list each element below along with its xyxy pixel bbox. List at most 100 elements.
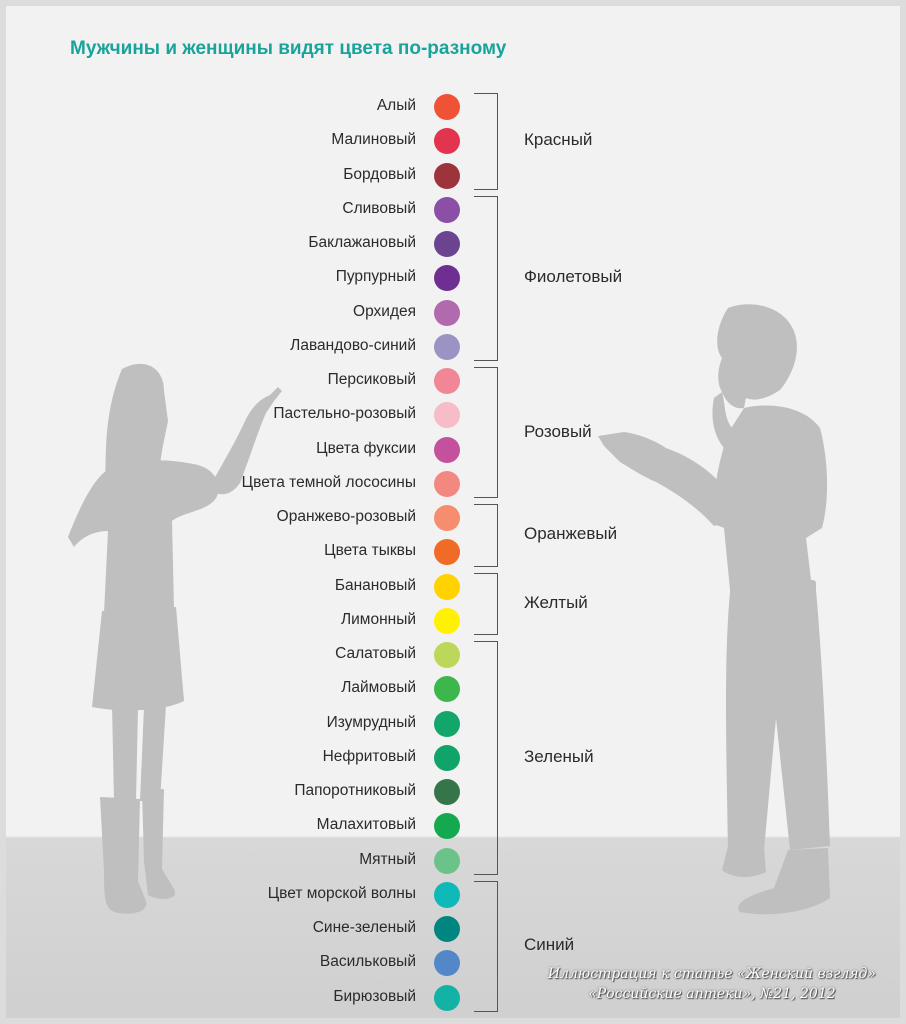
group-label: Оранжевый	[524, 524, 618, 544]
color-swatch	[434, 436, 460, 463]
group-label: Синий	[524, 935, 575, 955]
color-row: Лаймовый	[6, 672, 466, 706]
color-name: Цвет морской волны	[267, 884, 416, 902]
color-swatch	[434, 916, 460, 942]
color-name: Нефритовый	[322, 747, 416, 765]
color-swatch	[434, 539, 460, 566]
color-swatch	[434, 607, 460, 634]
color-swatch	[434, 710, 460, 737]
color-name: Салатовый	[335, 645, 416, 662]
color-row: Орхидея	[6, 296, 466, 330]
color-name: Баклажановый	[308, 234, 416, 251]
group-label: Зеленый	[524, 746, 594, 766]
color-name: Васильковый	[319, 953, 416, 971]
color-row: Бордовый	[6, 159, 466, 193]
color-row: Бирюзовый	[6, 981, 466, 1015]
group-bracket	[474, 504, 498, 567]
color-name: Цвета темной лососины	[241, 473, 416, 491]
color-name: Бирюзовый	[333, 987, 416, 1005]
group-bracket	[474, 572, 498, 635]
color-swatch	[434, 402, 460, 429]
color-swatch	[434, 984, 460, 1011]
color-row: Пурпурный	[6, 261, 466, 295]
color-row: Банановый	[6, 570, 466, 604]
group-bracket	[474, 641, 498, 875]
color-row: Лимонный	[6, 604, 466, 638]
color-swatch	[434, 299, 460, 326]
page-title: Мужчины и женщины видят цвета по-разному	[70, 38, 507, 59]
color-name: Лаймовый	[341, 679, 416, 697]
group-bracket	[474, 93, 498, 190]
man-figure	[598, 304, 830, 915]
color-row: Изумрудный	[6, 707, 466, 741]
color-row: Сине-зеленый	[6, 912, 466, 946]
group-label: Желтый	[524, 592, 588, 612]
color-name: Алый	[376, 97, 416, 114]
color-name: Малахитовый	[316, 816, 416, 834]
color-row: Цвета темной лососины	[6, 467, 466, 501]
caption-line-1: Иллюстрация к статье «Женский взгляд»	[547, 966, 876, 982]
color-swatch	[434, 847, 460, 874]
color-row: Баклажановый	[6, 227, 466, 261]
color-swatch	[434, 470, 460, 497]
color-row: Папоротниковый	[6, 775, 466, 809]
color-swatch	[434, 744, 460, 771]
color-swatch	[434, 94, 460, 120]
color-name: Малиновый	[331, 131, 416, 149]
group-label: Фиолетовый	[524, 267, 623, 287]
color-row: Васильковый	[6, 946, 466, 980]
color-name: Бордовый	[343, 165, 416, 183]
color-row: Малиновый	[6, 124, 466, 158]
color-swatch	[434, 881, 460, 908]
color-row: Сливовый	[6, 193, 466, 227]
color-name: Персиковый	[327, 371, 416, 388]
image-caption: Иллюстрация к статье «Женский взгляд» «Р…	[548, 964, 876, 1004]
caption-line-2: «Российские аптеки», №21, 2012	[588, 986, 836, 1002]
color-swatch	[434, 813, 460, 840]
color-swatch	[434, 505, 460, 531]
color-name: Пастельно-розовый	[273, 405, 416, 423]
group-bracket	[474, 880, 498, 1012]
group-label: Розовый	[524, 421, 592, 441]
color-swatch	[434, 265, 460, 292]
color-row: Лавандово-синий	[6, 330, 466, 364]
color-name: Лимонный	[340, 610, 416, 628]
color-swatch	[434, 333, 460, 360]
color-swatch	[434, 573, 460, 600]
color-swatch	[434, 128, 460, 155]
woman-figure	[68, 363, 282, 914]
color-name: Изумрудный	[326, 713, 416, 731]
color-name: Сине-зеленый	[312, 919, 416, 936]
color-name: Лавандово-синий	[290, 336, 416, 354]
color-name: Пурпурный	[335, 268, 416, 286]
color-name: Орхидея	[353, 302, 416, 320]
color-row: Оранжево-розовый	[6, 501, 466, 535]
color-row: Салатовый	[6, 638, 466, 672]
color-name: Сливовый	[342, 199, 416, 217]
color-row: Цвета тыквы	[6, 535, 466, 569]
color-row: Цвета фуксии	[6, 433, 466, 467]
color-name: Мятный	[359, 850, 416, 868]
color-row: Мятный	[6, 844, 466, 878]
color-name: Цвета тыквы	[324, 542, 416, 560]
color-swatch	[434, 231, 460, 257]
color-swatch	[434, 368, 460, 394]
group-bracket	[474, 367, 498, 498]
color-row: Персиковый	[6, 364, 466, 398]
color-swatch	[434, 162, 460, 189]
color-name: Банановый	[334, 576, 416, 594]
color-row: Цвет морской волны	[6, 878, 466, 912]
color-row: Нефритовый	[6, 741, 466, 775]
color-name: Оранжево-розовый	[276, 508, 416, 525]
color-row: Пастельно-розовый	[6, 398, 466, 432]
color-swatch	[434, 950, 460, 977]
color-row: Алый	[6, 90, 466, 124]
color-swatch	[434, 196, 460, 223]
color-row: Малахитовый	[6, 809, 466, 843]
color-swatch	[434, 676, 460, 703]
color-name: Папоротниковый	[294, 782, 416, 799]
group-bracket	[474, 195, 498, 361]
color-swatch	[434, 642, 460, 668]
color-name: Цвета фуксии	[316, 439, 416, 457]
